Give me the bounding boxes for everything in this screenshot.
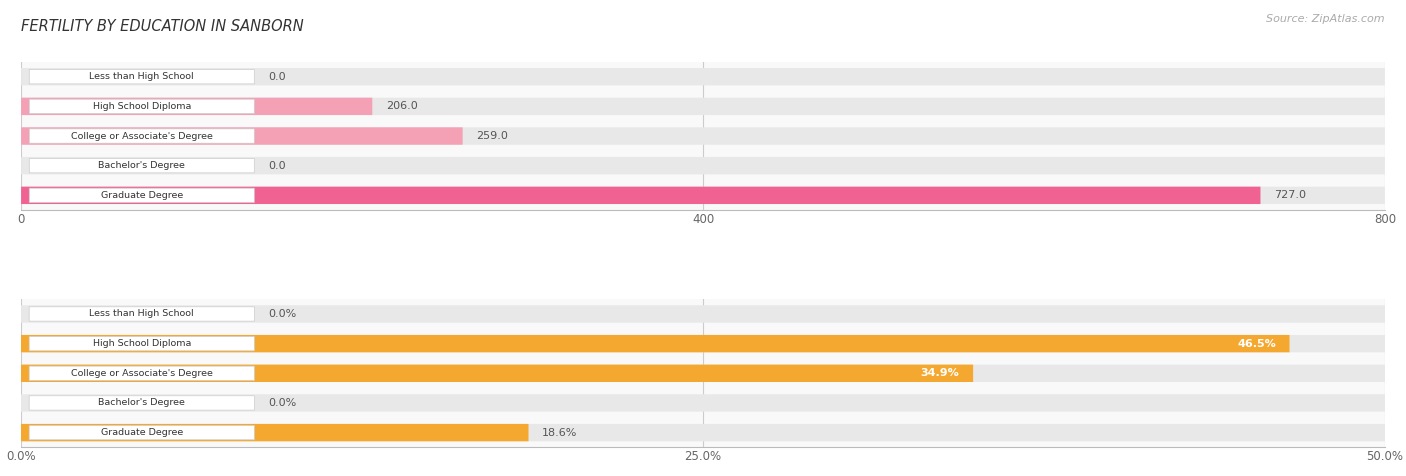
- Text: 34.9%: 34.9%: [921, 368, 959, 378]
- Text: 727.0: 727.0: [1274, 190, 1306, 200]
- FancyBboxPatch shape: [21, 98, 1385, 115]
- FancyBboxPatch shape: [21, 365, 973, 382]
- FancyBboxPatch shape: [21, 335, 1289, 352]
- Text: College or Associate's Degree: College or Associate's Degree: [70, 369, 212, 378]
- Text: FERTILITY BY EDUCATION IN SANBORN: FERTILITY BY EDUCATION IN SANBORN: [21, 19, 304, 34]
- FancyBboxPatch shape: [30, 188, 254, 202]
- FancyBboxPatch shape: [30, 426, 254, 440]
- FancyBboxPatch shape: [21, 187, 1260, 204]
- FancyBboxPatch shape: [21, 128, 1385, 145]
- Text: 259.0: 259.0: [477, 131, 508, 141]
- Text: Less than High School: Less than High School: [90, 309, 194, 318]
- FancyBboxPatch shape: [21, 424, 1385, 441]
- Text: 0.0%: 0.0%: [269, 398, 297, 408]
- Text: 0.0: 0.0: [269, 161, 285, 171]
- FancyBboxPatch shape: [21, 128, 463, 145]
- FancyBboxPatch shape: [30, 366, 254, 380]
- Text: High School Diploma: High School Diploma: [93, 339, 191, 348]
- FancyBboxPatch shape: [30, 307, 254, 321]
- FancyBboxPatch shape: [30, 396, 254, 410]
- Text: College or Associate's Degree: College or Associate's Degree: [70, 131, 212, 140]
- FancyBboxPatch shape: [30, 337, 254, 351]
- FancyBboxPatch shape: [21, 98, 373, 115]
- Text: 206.0: 206.0: [385, 101, 418, 111]
- FancyBboxPatch shape: [21, 157, 1385, 174]
- FancyBboxPatch shape: [30, 69, 254, 84]
- Text: High School Diploma: High School Diploma: [93, 102, 191, 111]
- Text: Graduate Degree: Graduate Degree: [101, 191, 183, 200]
- FancyBboxPatch shape: [21, 394, 1385, 412]
- FancyBboxPatch shape: [30, 159, 254, 173]
- Text: Less than High School: Less than High School: [90, 72, 194, 81]
- Text: 46.5%: 46.5%: [1237, 338, 1275, 348]
- Text: 0.0: 0.0: [269, 72, 285, 82]
- Text: Bachelor's Degree: Bachelor's Degree: [98, 398, 186, 407]
- FancyBboxPatch shape: [21, 424, 529, 441]
- FancyBboxPatch shape: [21, 365, 1385, 382]
- FancyBboxPatch shape: [30, 99, 254, 114]
- Text: 0.0%: 0.0%: [269, 309, 297, 319]
- FancyBboxPatch shape: [30, 129, 254, 143]
- FancyBboxPatch shape: [21, 305, 1385, 323]
- Text: Graduate Degree: Graduate Degree: [101, 428, 183, 437]
- FancyBboxPatch shape: [21, 335, 1385, 352]
- Text: Bachelor's Degree: Bachelor's Degree: [98, 161, 186, 170]
- FancyBboxPatch shape: [21, 68, 1385, 85]
- Text: 18.6%: 18.6%: [543, 427, 578, 437]
- FancyBboxPatch shape: [21, 187, 1385, 204]
- Text: Source: ZipAtlas.com: Source: ZipAtlas.com: [1267, 14, 1385, 24]
